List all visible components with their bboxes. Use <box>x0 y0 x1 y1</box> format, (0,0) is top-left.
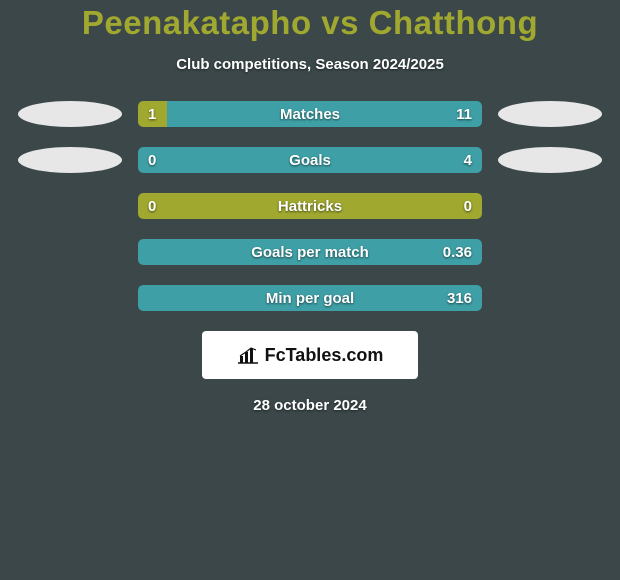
player2-oval <box>498 101 602 127</box>
subtitle: Club competitions, Season 2024/2025 <box>0 56 620 73</box>
stat-row: 00Hattricks <box>0 193 620 219</box>
logo-text: FcTables.com <box>265 345 384 366</box>
source-logo: FcTables.com <box>202 331 418 379</box>
stat-label: Matches <box>138 101 482 127</box>
stat-bar: 00Hattricks <box>138 193 482 219</box>
stats-area: 111Matches 04Goals 00Hattricks 0.36Goals pe… <box>0 101 620 311</box>
stat-row: 0.36Goals per match <box>0 239 620 265</box>
player2-oval <box>498 147 602 173</box>
stat-row: 316Min per goal <box>0 285 620 311</box>
stat-bar: 316Min per goal <box>138 285 482 311</box>
stat-bar: 111Matches <box>138 101 482 127</box>
page-title: Peenakatapho vs Chatthong <box>0 4 620 42</box>
comparison-card: Peenakatapho vs Chatthong Club competiti… <box>0 0 620 414</box>
date-line: 28 october 2024 <box>0 397 620 414</box>
bar-chart-icon <box>237 346 259 364</box>
player1-oval <box>18 101 122 127</box>
stat-label: Hattricks <box>138 193 482 219</box>
stat-bar: 0.36Goals per match <box>138 239 482 265</box>
stat-row: 111Matches <box>0 101 620 127</box>
stat-label: Goals <box>138 147 482 173</box>
stat-row: 04Goals <box>0 147 620 173</box>
title-vs: vs <box>321 4 359 41</box>
title-player2: Chatthong <box>369 4 538 41</box>
player1-oval <box>18 147 122 173</box>
title-player1: Peenakatapho <box>82 4 312 41</box>
stat-bar: 04Goals <box>138 147 482 173</box>
stat-label: Goals per match <box>138 239 482 265</box>
stat-label: Min per goal <box>138 285 482 311</box>
